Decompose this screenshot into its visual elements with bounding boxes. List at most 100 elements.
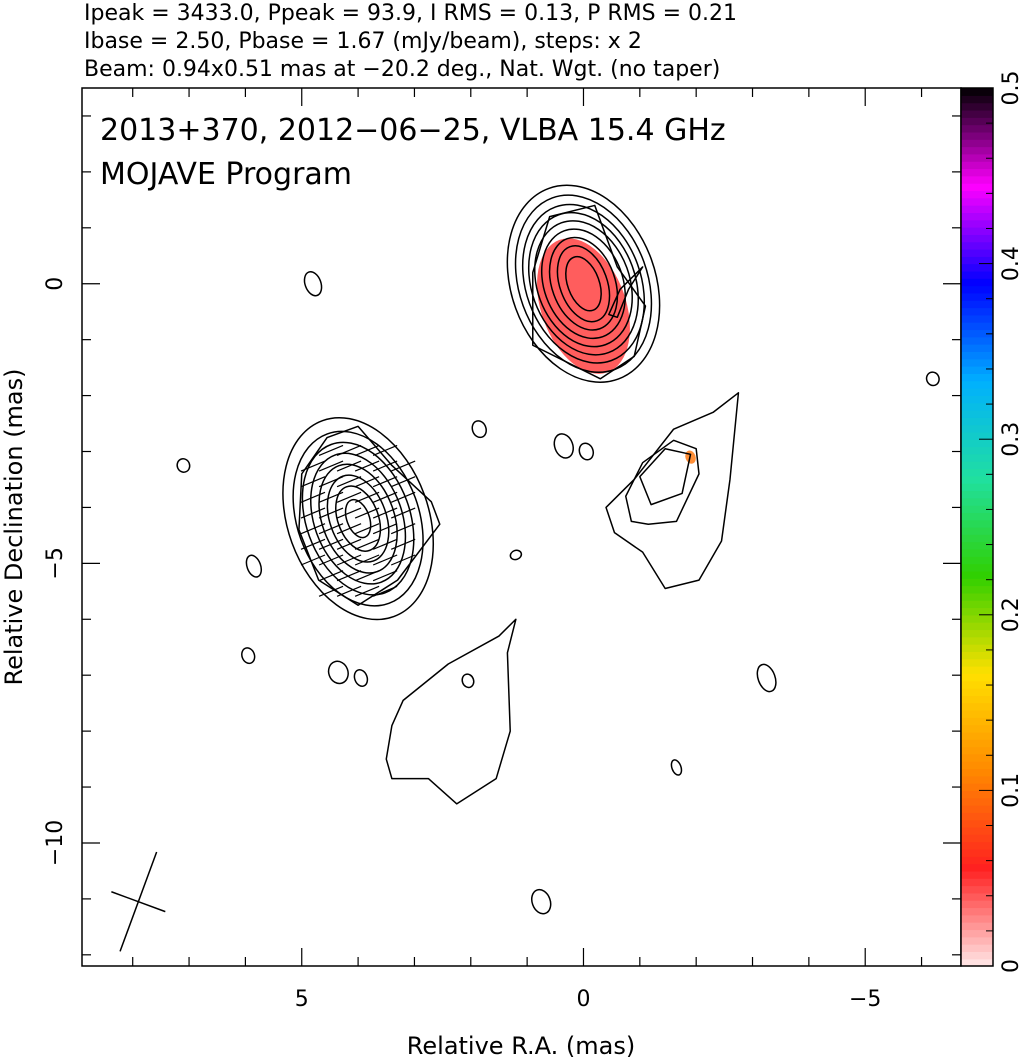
colorbar-segment [961, 124, 993, 133]
colorbar-segment [961, 841, 993, 850]
polarization-vector [318, 585, 344, 597]
colorbar-segment [961, 644, 993, 652]
polarization-vector [354, 491, 380, 503]
polarization-vector [336, 554, 362, 566]
polarization-vector [336, 444, 362, 456]
lobe-contour [639, 447, 692, 506]
knot-contour [292, 430, 424, 607]
colorbar-segment [961, 709, 993, 718]
polarization-vector [372, 507, 398, 519]
polarization-vector [372, 554, 398, 566]
colorbar-frame [960, 87, 994, 967]
y-axis-label: Relative Declination (mas) [0, 368, 28, 685]
colorbar-segment [961, 600, 993, 609]
colorbar-segment [961, 446, 993, 455]
colorbar-segment [961, 636, 993, 645]
colorbar-segment [961, 329, 993, 338]
colorbar-segment [961, 153, 993, 162]
plot-contents [111, 184, 940, 952]
colorbar-segment [961, 219, 993, 228]
colorbar-segment [961, 739, 993, 748]
colorbar-segment [961, 175, 993, 184]
colorbar-segment [961, 790, 993, 799]
colorbar-segment [961, 607, 993, 616]
noise-contour [461, 673, 475, 689]
colorbar-segment [961, 475, 993, 484]
core-contour [533, 220, 633, 348]
polarization-vector [390, 523, 416, 535]
colorbar-segment [961, 351, 993, 360]
polarization-vector [372, 476, 398, 488]
colorbar-segment [961, 453, 993, 462]
colorbar-segment [961, 205, 993, 213]
colorbar-ticks: 0 0.1 0.2 0.3 0.4 0.5 [979, 71, 1022, 973]
colorbar-segment [961, 146, 993, 155]
colorbar-segment [961, 358, 993, 367]
colorbar-segment [961, 885, 993, 894]
colorbar-segment [961, 431, 993, 440]
lobe-contour [608, 266, 644, 319]
colorbar-segment [961, 783, 993, 791]
colorbar-segment [961, 270, 993, 279]
colorbar-segment [961, 578, 993, 587]
colorbar-segment [961, 768, 993, 777]
colorbar-segment [961, 307, 993, 316]
noise-contour [925, 371, 940, 387]
polarization-vector [372, 523, 398, 535]
polarization-vector [372, 491, 398, 503]
knot-contour [301, 441, 415, 596]
colorbar-segment [961, 285, 993, 294]
polarization-vector [300, 476, 326, 488]
knot-contour [310, 452, 407, 585]
lobe-contour [298, 425, 441, 607]
colorbar-segment [961, 461, 993, 470]
colorbar-segment [961, 409, 993, 418]
colorbar-segment [961, 673, 993, 682]
colorbar-segment [961, 629, 993, 638]
colorbar-segment [961, 892, 993, 901]
colorbar-segment [961, 197, 993, 206]
polarization-vector [390, 507, 416, 519]
noise-contour [327, 660, 349, 685]
colorbar-segment [961, 139, 993, 148]
colorbar-segment [961, 819, 993, 828]
colorbar-segment [961, 88, 993, 96]
colorbar-segment [961, 300, 993, 309]
lobe-contour [385, 618, 517, 805]
colorbar-segment [961, 680, 993, 689]
colorbar-segment [961, 322, 993, 331]
colorbar-segment [961, 227, 993, 235]
colorbar-segment [961, 761, 993, 770]
polarization-vector [354, 460, 380, 472]
noise-contour [241, 647, 256, 665]
colorbar-segment [961, 256, 993, 265]
noise-contour [578, 442, 595, 461]
colorbar-segment [961, 695, 993, 704]
polarization-vector [336, 538, 362, 550]
colorbar-segment [961, 212, 993, 221]
polarization-vector [300, 507, 326, 519]
polarization-vector [372, 538, 398, 550]
colorbar-segment [961, 651, 993, 660]
header-line-1: Ipeak = 3433.0, Ppeak = 93.9, I RMS = 0.… [84, 1, 737, 26]
plot-frame [81, 87, 962, 967]
colorbar-segment [961, 468, 993, 477]
colorbar-segment [961, 958, 993, 967]
noise-contour [303, 271, 323, 297]
polarization-vector [336, 570, 362, 582]
polarization-vector [390, 491, 416, 503]
polarization-vector [354, 538, 380, 550]
colorbar-segment [961, 417, 993, 426]
polarization-vector [318, 491, 344, 503]
colorbar-segment [961, 241, 993, 250]
colorbar-segment [961, 541, 993, 550]
core-contour [506, 184, 661, 383]
colorbar-segment [961, 380, 993, 389]
polarization-vector [390, 538, 416, 550]
polarization-vector [372, 585, 398, 597]
colorbar-segment [961, 702, 993, 711]
colorbar-segment [961, 863, 993, 872]
colorbar-tick-label: 0.5 [999, 71, 1022, 106]
polarization-vector [390, 554, 416, 566]
